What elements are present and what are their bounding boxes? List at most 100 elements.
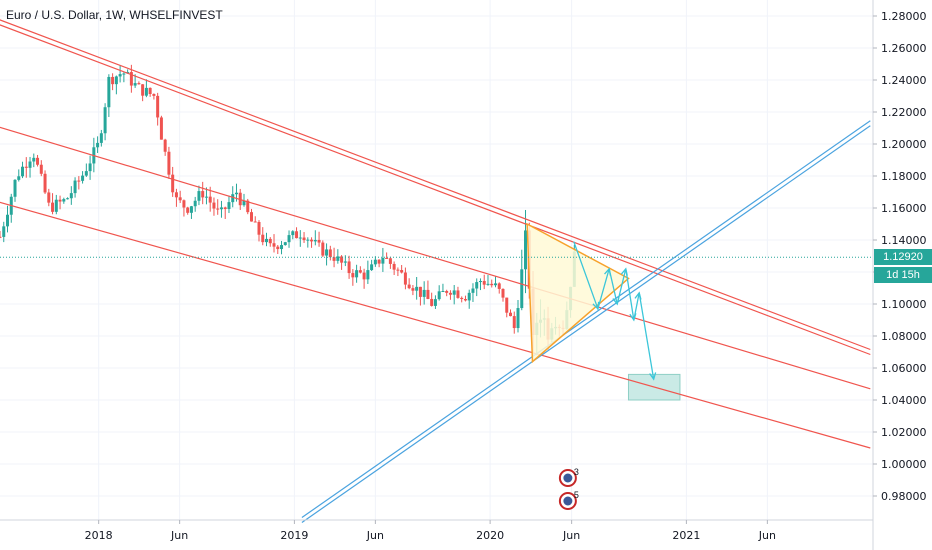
candle-body (516, 308, 520, 329)
event-marker: 3 (558, 467, 579, 487)
candle-body (219, 207, 223, 210)
trendline-channel_bottom (0, 201, 871, 449)
candle-body (159, 117, 163, 140)
event-count: 5 (574, 490, 579, 500)
candle-body (373, 259, 377, 265)
time-tick-label: 2020 (476, 529, 504, 542)
candle-body (411, 288, 415, 291)
candle-body (96, 142, 100, 148)
candle-body (295, 231, 299, 239)
projection-arrowhead (592, 301, 600, 311)
trendline-support_double (301, 125, 871, 523)
candle-body (265, 238, 269, 243)
candle-body (36, 157, 40, 165)
candle-body (490, 283, 494, 286)
candle-body (370, 264, 374, 271)
candle-body (28, 161, 32, 168)
candle-body (332, 257, 336, 261)
projection-arrowhead (649, 372, 657, 381)
candle-body (486, 283, 490, 285)
candle-body (317, 239, 321, 243)
candle-body (189, 206, 193, 213)
candle-body (51, 202, 55, 212)
candle-body (520, 269, 524, 309)
candle-body (478, 280, 482, 283)
candle-body (471, 288, 475, 293)
candle-body (193, 200, 197, 207)
trendline-support_double (301, 120, 871, 518)
candle-body (178, 197, 182, 201)
candle-body (114, 76, 118, 85)
candle-body (0, 236, 2, 238)
candle-body (276, 246, 280, 250)
candle-body (253, 221, 257, 223)
price-tick-label: 1.16000 (881, 202, 927, 215)
candle-body (66, 198, 70, 200)
candle-body (152, 94, 156, 96)
candle-body (24, 166, 28, 168)
candle-body (437, 291, 441, 300)
trendline-channel_top_double (0, 19, 871, 351)
candle-body (69, 193, 73, 199)
candle-body (366, 270, 370, 280)
event-flag-core (563, 496, 573, 506)
candle-body (475, 282, 479, 289)
candle-body (280, 245, 284, 250)
price-tick-label: 1.02000 (881, 426, 927, 439)
last-price-value: 1.12920 (883, 251, 923, 264)
candle-body (84, 171, 88, 176)
candle-body (415, 286, 419, 291)
time-tick-label: Jun (562, 529, 580, 542)
price-tick-label: 1.18000 (881, 170, 927, 183)
price-tick-label: 0.98000 (881, 490, 927, 503)
candle-body (347, 261, 351, 274)
candle-body (482, 280, 486, 285)
event-marker: 5 (558, 490, 579, 510)
price-tick-label: 1.22000 (881, 106, 927, 119)
projection-arrowhead (604, 267, 612, 276)
last-price-tag: 1.12920 (874, 249, 932, 266)
projection-path (573, 241, 655, 380)
candle-body (403, 272, 407, 285)
candle-body (448, 292, 452, 295)
candle-body (118, 74, 122, 77)
price-tick-label: 1.00000 (881, 458, 927, 471)
projection-arrowhead (629, 313, 637, 322)
trendlines (0, 19, 871, 523)
countdown-value: 1d 15h (886, 269, 920, 282)
candle-body (54, 199, 58, 212)
candle-body (291, 231, 295, 236)
candle-body (456, 290, 460, 298)
candle-body (223, 207, 227, 210)
event-count: 3 (574, 467, 579, 477)
projection-arrowhead (634, 291, 642, 300)
projection-arrowhead (612, 297, 620, 306)
price-tick-label: 1.06000 (881, 362, 927, 375)
time-tick-label: 2018 (85, 529, 113, 542)
candle-body (467, 292, 471, 301)
chart-title: Euro / U.S. Dollar, 1W, WHSELFINVEST (6, 8, 223, 22)
time-tick-label: Jun (758, 529, 776, 542)
candle-body (182, 200, 186, 208)
candle-body (129, 72, 133, 86)
candle-body (242, 200, 246, 206)
candle-body (186, 207, 190, 213)
candle-body (144, 87, 148, 96)
time-tick-label: Jun (170, 529, 188, 542)
candle-body (21, 166, 25, 177)
candle-body (73, 180, 77, 194)
candle-body (107, 76, 111, 108)
candle-body (234, 192, 238, 195)
candle-body (362, 272, 366, 280)
candle-body (156, 95, 160, 118)
candle-body (137, 83, 141, 85)
candle-body (32, 157, 36, 162)
candle-body (298, 237, 302, 239)
candle-body (340, 256, 344, 263)
time-axis: 2018 Jun 2019 Jun 2020 Jun 2021 Jun (0, 519, 873, 542)
candle-body (204, 196, 208, 198)
candle-body (512, 316, 516, 329)
candle-body (407, 284, 411, 289)
candle-body (306, 239, 310, 241)
